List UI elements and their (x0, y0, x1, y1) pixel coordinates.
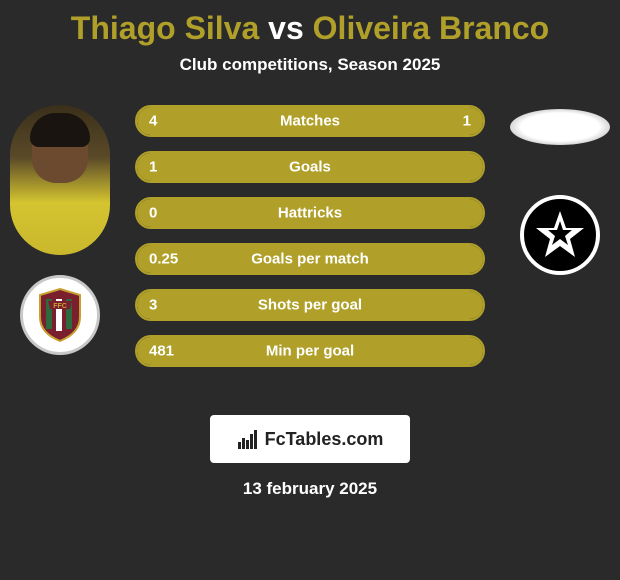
svg-text:FFC: FFC (53, 303, 67, 310)
stat-row: 4 Matches 1 (135, 105, 485, 137)
stat-label: Matches (280, 113, 340, 130)
player1-column: FFC (0, 105, 120, 355)
stat-label: Goals per match (251, 251, 369, 268)
brand-text: FcTables.com (265, 429, 384, 450)
stat-row: 1 Goals (135, 151, 485, 183)
comparison-title: Thiago Silva vs Oliveira Branco (0, 0, 620, 47)
stat-value-left: 0.25 (149, 251, 178, 268)
stat-row: 3 Shots per goal (135, 289, 485, 321)
stat-label: Min per goal (266, 343, 354, 360)
player2-name: Oliveira Branco (313, 10, 550, 46)
stat-label: Shots per goal (258, 297, 362, 314)
player1-portrait (10, 105, 110, 255)
player1-name: Thiago Silva (71, 10, 259, 46)
stats-list: 4 Matches 1 1 Goals 0 Hattricks 0.25 Goals per m… (135, 105, 485, 381)
player2-column (500, 105, 620, 275)
stat-label: Goals (289, 159, 331, 176)
stat-row: 481 Min per goal (135, 335, 485, 367)
footer-date: 13 february 2025 (0, 479, 620, 499)
stat-value-left: 0 (149, 205, 157, 222)
stat-value-left: 3 (149, 297, 157, 314)
stat-value-left: 4 (149, 113, 157, 130)
stat-label: Hattricks (278, 205, 342, 222)
comparison-subtitle: Club competitions, Season 2025 (0, 55, 620, 75)
stat-row: 0 Hattricks (135, 197, 485, 229)
stat-row: 0.25 Goals per match (135, 243, 485, 275)
brand-badge: FcTables.com (210, 415, 410, 463)
stat-value-left: 1 (149, 159, 157, 176)
stat-fill-right (414, 107, 483, 135)
stat-value-left: 481 (149, 343, 174, 360)
stat-fill-left (137, 107, 414, 135)
player2-club-badge (520, 195, 600, 275)
player1-club-badge: FFC (20, 275, 100, 355)
fluminense-shield-icon: FFC (36, 287, 84, 343)
player2-portrait-placeholder (510, 109, 610, 145)
fctables-logo-icon (237, 428, 259, 450)
vs-text: vs (268, 10, 304, 46)
comparison-body: FFC 4 Matches 1 1 Goals 0 Hattricks 0.25 Goals p… (0, 105, 620, 395)
botafogo-star-icon (533, 208, 587, 262)
stat-value-right: 1 (463, 113, 471, 130)
